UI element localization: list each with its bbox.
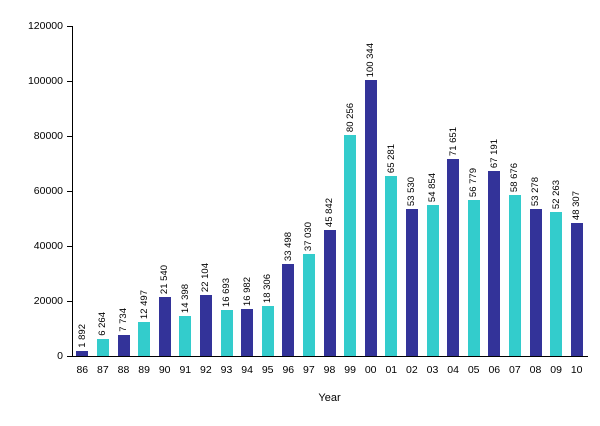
bar-value-label: 67 191	[488, 138, 500, 168]
x-tick-label-02: 02	[406, 364, 418, 376]
bar-04	[447, 159, 460, 356]
bar-06	[488, 171, 501, 356]
bar-value-label: 80 256	[344, 102, 356, 132]
y-axis-line	[72, 26, 73, 357]
x-tick-label-86: 86	[76, 364, 89, 376]
y-tick-mark	[67, 356, 72, 357]
x-tick-label-08: 08	[529, 364, 542, 376]
x-tick-label-04: 04	[447, 364, 459, 376]
y-tick-mark	[67, 136, 72, 137]
bar-08	[529, 209, 542, 356]
bar-90	[158, 297, 171, 356]
bar-value-label: 16 982	[241, 276, 253, 306]
bar-value-label: 21 540	[159, 264, 171, 294]
bar-05	[467, 200, 480, 356]
bar-value-label: 1 892	[76, 324, 88, 348]
bar-91	[179, 316, 192, 356]
x-tick-label-07: 07	[509, 364, 521, 376]
bar-value-label: 65 281	[385, 143, 397, 173]
bar-value-label: 14 398	[179, 283, 191, 313]
bar-00	[364, 80, 377, 356]
x-tick-label-90: 90	[158, 364, 171, 376]
x-tick-label-91: 91	[179, 364, 192, 376]
bar-02	[405, 209, 418, 356]
bar-value-label: 53 278	[530, 176, 541, 206]
bar-97	[302, 254, 315, 356]
bar-value-label: 6 264	[97, 312, 109, 336]
bar-03	[426, 205, 439, 356]
y-tick-label: 20000	[33, 295, 63, 307]
bar-value-label: 37 030	[303, 221, 315, 251]
bar-value-label: 22 104	[200, 262, 212, 292]
x-tick-label-93: 93	[220, 364, 233, 376]
y-tick-mark	[67, 246, 72, 247]
x-axis-line	[72, 356, 588, 357]
bar-86	[76, 351, 89, 356]
bar-89	[138, 322, 151, 356]
bar-value-label: 12 497	[138, 289, 150, 319]
bar-92	[199, 295, 212, 356]
bar-value-label: 48 307	[571, 190, 583, 220]
y-tick-label: 120000	[27, 20, 63, 32]
bar-value-label: 52 263	[550, 179, 562, 209]
y-tick-label: 60000	[33, 185, 63, 197]
x-tick-label-89: 89	[138, 364, 150, 376]
bar-96	[282, 264, 295, 356]
bar-value-label: 7 734	[118, 308, 129, 332]
bar-value-label: 100 344	[365, 42, 377, 77]
bar-value-label: 58 676	[509, 162, 521, 192]
bar-value-label: 18 306	[262, 273, 274, 303]
bar-95	[261, 306, 274, 356]
y-tick-mark	[67, 301, 72, 302]
x-tick-label-09: 09	[550, 364, 562, 376]
bar-09	[550, 212, 563, 356]
bar-94	[241, 309, 254, 356]
bar-01	[385, 176, 398, 356]
x-tick-label-10: 10	[570, 364, 583, 376]
x-tick-label-95: 95	[261, 364, 274, 376]
bar-value-label: 56 779	[468, 167, 480, 197]
x-tick-label-97: 97	[303, 364, 315, 376]
bar-value-label: 54 854	[427, 172, 438, 202]
bar-value-label: 71 651	[447, 126, 459, 156]
bar-10	[570, 223, 583, 356]
bar-value-label: 16 693	[221, 277, 232, 307]
x-tick-label-88: 88	[117, 364, 130, 376]
y-tick-label: 0	[57, 350, 63, 362]
y-tick-label: 80000	[33, 130, 63, 142]
x-tick-label-01: 01	[385, 364, 398, 376]
bar-99	[344, 135, 357, 356]
x-tick-label-99: 99	[344, 364, 356, 376]
y-tick-mark	[67, 191, 72, 192]
bar-value-label: 33 498	[282, 231, 294, 261]
x-tick-label-06: 06	[488, 364, 501, 376]
bar-98	[323, 230, 336, 356]
x-tick-label-92: 92	[200, 364, 212, 376]
y-tick-label: 100000	[27, 75, 63, 87]
bar-value-label: 45 842	[324, 197, 335, 227]
bar-07	[508, 195, 521, 356]
bar-88	[117, 335, 130, 356]
x-tick-label-03: 03	[426, 364, 439, 376]
x-axis-title: Year	[318, 392, 341, 404]
bar-93	[220, 310, 233, 356]
y-tick-mark	[67, 26, 72, 27]
y-tick-mark	[67, 81, 72, 82]
x-tick-label-05: 05	[467, 364, 480, 376]
y-tick-label: 40000	[33, 240, 63, 252]
x-tick-label-94: 94	[241, 364, 253, 376]
bar-value-label: 53 530	[406, 176, 418, 206]
x-tick-label-96: 96	[282, 364, 295, 376]
x-tick-label-98: 98	[323, 364, 336, 376]
x-tick-label-00: 00	[364, 364, 377, 376]
bar-87	[96, 339, 109, 356]
x-tick-label-87: 87	[97, 364, 109, 376]
